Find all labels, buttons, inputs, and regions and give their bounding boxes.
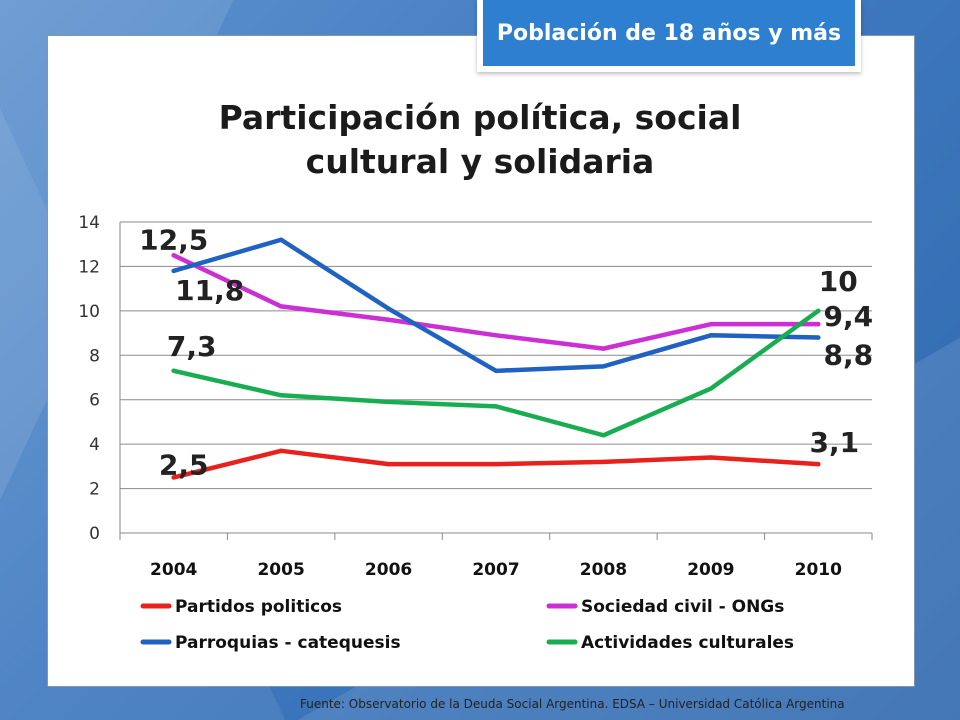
y-tick-label-2: 2 (89, 480, 100, 500)
population-badge: Población de 18 años y más (477, 0, 861, 72)
data-point-s1-2006 (386, 461, 391, 467)
legend-label-4: Actividades culturales (581, 633, 794, 653)
data-point-s4-2008 (601, 433, 606, 438)
grid-lines (119, 221, 873, 540)
data-point-s2-2007 (493, 333, 499, 338)
legend-label-3: Parroquias - catequesis (175, 633, 401, 653)
series-line-3 (171, 237, 821, 374)
legend-label-1: Partidos politicos (175, 597, 342, 617)
legend-label-2: Sociedad civil - ONGs (581, 597, 784, 617)
annotation-1: 12,5 (139, 223, 208, 256)
annotation-5: 10 (819, 265, 858, 298)
legend: Partidos politicos Sociedad civil - ONGs P… (140, 597, 794, 653)
data-point-s1-2009 (708, 455, 714, 460)
x-tick-label-2007: 2007 (472, 560, 519, 580)
y-tick-label-0: 0 (89, 524, 100, 544)
data-point-s4-2006 (386, 399, 391, 405)
x-tick-label-2008: 2008 (580, 560, 627, 580)
x-tick-label-2005: 2005 (257, 560, 304, 580)
annotation-2: 11,8 (175, 274, 244, 307)
annotation-6: 9,4 (823, 300, 873, 333)
annotation-4: 2,5 (159, 448, 209, 481)
data-point-s2-2004 (171, 253, 176, 258)
data-point-s3-2004 (171, 268, 176, 274)
y-tick-labels: 0 2 4 6 8 10 12 14 (78, 213, 100, 544)
data-point-s3-2005 (278, 237, 284, 242)
x-tick-label-2009: 2009 (687, 560, 734, 580)
data-point-s2-2006 (386, 317, 391, 322)
annotation-7: 8,8 (823, 339, 873, 372)
y-tick-label-6: 6 (89, 391, 100, 411)
x-tick-label-2006: 2006 (365, 560, 412, 580)
x-tick-label-2010: 2010 (795, 560, 842, 580)
y-tick-label-4: 4 (89, 435, 100, 455)
chart-title: Participación política, social cultural … (47, 96, 913, 184)
data-annotations: 12,5 11,8 7,3 2,5 109,4 8,8 3,1 (139, 223, 873, 481)
y-tick-label-10: 10 (78, 302, 100, 322)
data-point-s3-2007 (493, 368, 499, 374)
annotation-8: 3,1 (809, 426, 859, 459)
data-point-s1-2007 (493, 461, 499, 467)
data-point-s4-2004 (171, 368, 176, 374)
data-point-s2-2005 (278, 304, 284, 309)
data-point-s3-2009 (708, 333, 714, 338)
data-point-s2-2009 (708, 321, 714, 327)
data-point-s1-2005 (278, 448, 284, 454)
data-point-s4-2005 (278, 393, 284, 398)
data-point-s3-2008 (601, 364, 606, 369)
y-tick-label-8: 8 (89, 346, 100, 366)
data-point-s4-2009 (708, 386, 714, 391)
data-point-s3-2006 (386, 306, 391, 311)
annotation-3: 7,3 (167, 330, 217, 363)
data-point-s2-2008 (601, 346, 606, 351)
data-point-s4-2010 (816, 308, 821, 314)
chart-title-line-1: Participación política, social (218, 98, 742, 137)
data-point-s4-2007 (493, 404, 499, 409)
source-footer: Fuente: Observatorio de la Deuda Social … (300, 697, 845, 711)
data-point-s1-2004 (171, 475, 176, 480)
chart-title-line-2: cultural y solidaria (305, 142, 655, 181)
data-point-s1-2010 (816, 461, 821, 467)
data-point-s2-2010 (816, 321, 821, 327)
population-badge-label: Población de 18 años y más (483, 0, 855, 66)
x-tick-label-2004: 2004 (150, 560, 197, 580)
y-tick-label-12: 12 (78, 257, 100, 277)
data-point-s3-2010 (816, 335, 821, 340)
y-tick-label-14: 14 (78, 213, 100, 233)
x-tick-labels: 2004 2005 2006 2007 2008 2009 2010 (150, 560, 842, 580)
series-lines (171, 237, 821, 480)
data-point-s1-2008 (601, 459, 606, 465)
